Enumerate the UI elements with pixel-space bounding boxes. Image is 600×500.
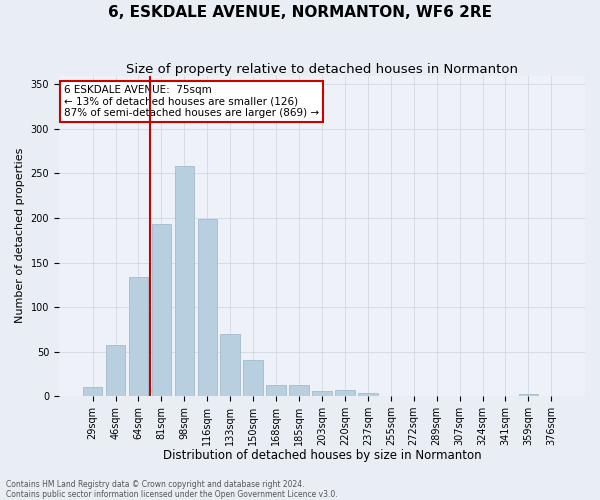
Bar: [518, 394, 538, 396]
Bar: [266, 386, 286, 396]
Text: Contains HM Land Registry data © Crown copyright and database right 2024.
Contai: Contains HM Land Registry data © Crown c…: [6, 480, 338, 499]
Bar: [312, 391, 332, 396]
Bar: [106, 346, 125, 396]
Bar: [197, 219, 217, 396]
Y-axis label: Number of detached properties: Number of detached properties: [15, 148, 25, 324]
Text: 6, ESKDALE AVENUE, NORMANTON, WF6 2RE: 6, ESKDALE AVENUE, NORMANTON, WF6 2RE: [108, 5, 492, 20]
Title: Size of property relative to detached houses in Normanton: Size of property relative to detached ho…: [126, 62, 518, 76]
Bar: [152, 224, 171, 396]
Bar: [175, 166, 194, 396]
X-axis label: Distribution of detached houses by size in Normanton: Distribution of detached houses by size …: [163, 450, 481, 462]
Bar: [128, 277, 148, 396]
Bar: [289, 384, 309, 396]
Text: 6 ESKDALE AVENUE:  75sqm
← 13% of detached houses are smaller (126)
87% of semi-: 6 ESKDALE AVENUE: 75sqm ← 13% of detache…: [64, 85, 319, 118]
Bar: [220, 334, 240, 396]
Bar: [83, 387, 103, 396]
Bar: [244, 360, 263, 396]
Bar: [335, 390, 355, 396]
Bar: [358, 392, 377, 396]
